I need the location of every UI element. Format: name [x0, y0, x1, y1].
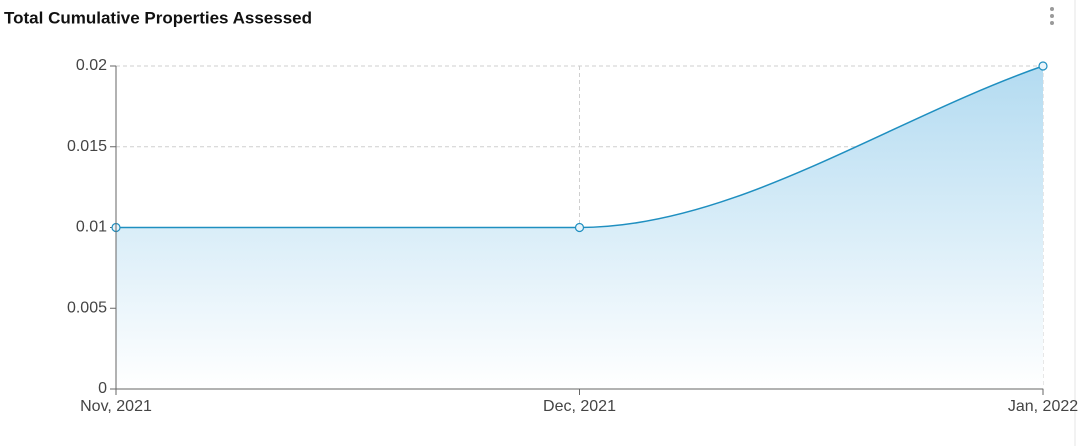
- menu-dot: [1050, 14, 1054, 18]
- point: [574, 222, 585, 233]
- y-tick-label: 0: [98, 380, 107, 397]
- x-tick-label: Jan, 2022: [1008, 398, 1078, 415]
- x-tick-label: Dec, 2021: [543, 398, 616, 415]
- y-tick-label: 0.005: [67, 299, 107, 316]
- chart-title: Total Cumulative Properties Assessed: [4, 8, 312, 27]
- point: [1038, 61, 1048, 71]
- y-tick-label: 0.015: [67, 138, 107, 155]
- y-tick-label: 0.02: [76, 57, 107, 74]
- x-tick-label: Nov, 2021: [80, 398, 152, 415]
- menu-button[interactable]: [1050, 7, 1054, 25]
- y-tick-label: 0.01: [76, 219, 107, 236]
- menu-dot: [1050, 21, 1054, 25]
- menu-dot: [1050, 7, 1054, 11]
